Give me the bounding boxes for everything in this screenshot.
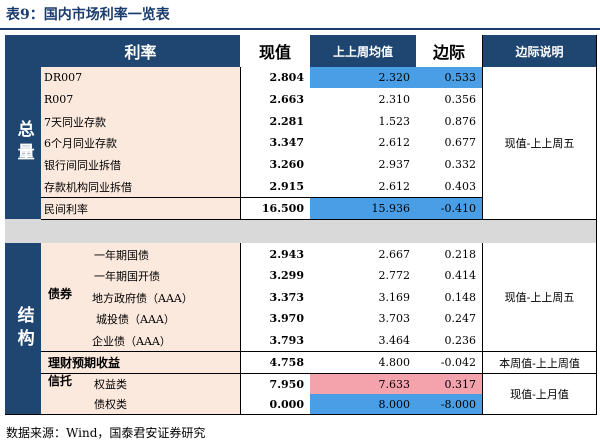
- trust_rows-margin: 0.317: [416, 374, 482, 394]
- total_rows-current: 2.804: [269, 71, 304, 84]
- total_rows-name: 银行间同业拆借: [44, 158, 121, 172]
- wealth-prev: 4.800: [378, 356, 411, 369]
- wealth-name: 理财预期收益: [48, 356, 121, 370]
- total_rows-name: DR007: [44, 71, 83, 84]
- bond_rows-name: 地方政府债（AAA）: [92, 291, 193, 305]
- total-note: 现值-上上周五: [504, 137, 575, 150]
- total_rows-prev: 2.937: [378, 158, 411, 171]
- trust_rows-prev: 8.000: [310, 394, 416, 414]
- header-rate: 利率: [41, 35, 240, 67]
- bond_rows-current: 3.299: [269, 269, 304, 282]
- total-name-bg: [41, 67, 240, 219]
- bond-note: 现值-上上周五: [504, 291, 575, 304]
- wealth-current: 4.758: [269, 356, 304, 369]
- bond_rows-prev: 3.169: [378, 291, 411, 304]
- header-prev-avg: 上上周均值: [310, 35, 416, 67]
- header-margin-note: 边际说明: [482, 35, 597, 67]
- trust_rows-name: 权益类: [94, 378, 127, 391]
- header-margin: 边际: [416, 35, 482, 67]
- title-rule: [0, 28, 600, 30]
- bond_rows-name: 企业债（AAA）: [92, 334, 171, 348]
- bond_rows-margin: 0.148: [444, 291, 477, 304]
- total_rows-margin: 0.533: [416, 67, 482, 88]
- wealth-margin: -0.042: [440, 356, 476, 369]
- trust_rows-margin: -8.000: [416, 394, 482, 414]
- total_rows-margin: -0.410: [416, 198, 482, 219]
- total_rows-current: 2.663: [269, 93, 304, 106]
- col-rule-1b: [240, 243, 241, 415]
- trust_rows-current: 0.000: [269, 397, 304, 411]
- rule-wealth-bottom: [41, 373, 597, 374]
- total_rows-current: 3.260: [269, 158, 304, 171]
- col-rule-right: [596, 35, 597, 415]
- total_rows-prev: 2.310: [378, 93, 411, 106]
- bond_rows-current: 3.970: [269, 312, 304, 325]
- bond_rows-current: 3.373: [269, 291, 304, 304]
- trust-note: 现值-上月值: [510, 388, 569, 401]
- rule-total-last: [41, 197, 482, 198]
- trust_rows-name: 债权类: [94, 398, 127, 411]
- bond_rows-current: 3.793: [269, 334, 304, 347]
- total_rows-current: 16.500: [261, 202, 304, 215]
- trust-label: 信托: [48, 373, 73, 388]
- bond_rows-margin: 0.236: [444, 334, 477, 347]
- total_rows-prev: 2.612: [378, 136, 411, 149]
- page-title: 表9：国内市场利率一览表: [6, 7, 170, 23]
- total_rows-margin: 0.356: [444, 93, 477, 106]
- bond_rows-prev: 2.772: [378, 269, 411, 282]
- bond_rows-margin: 0.247: [444, 312, 477, 325]
- total_rows-prev: 1.523: [378, 115, 411, 128]
- rule-table-bottom: [5, 414, 597, 415]
- bond_rows-current: 2.943: [269, 248, 304, 261]
- bond_rows-name: 一年期国开债: [94, 269, 160, 283]
- total_rows-name: 6个月同业存款: [44, 136, 117, 150]
- rate-table: 利率 现值 上上周均值 边际 边际说明 总量 DR007 2.804 2.320…: [5, 35, 597, 415]
- header-corner: [5, 35, 41, 67]
- bond_rows-prev: 2.667: [378, 248, 411, 261]
- total_rows-margin: 0.876: [444, 115, 477, 128]
- bond-label: 债券: [48, 286, 73, 301]
- source-note: 数据来源：Wind，国泰君安证券研究: [6, 426, 206, 440]
- bond_rows-name: 一年期国债: [94, 248, 149, 262]
- group-label-total-text: 总量: [13, 120, 34, 166]
- section-separator: [5, 219, 597, 243]
- rule-total-bottom: [41, 219, 597, 220]
- bond_rows-margin: 0.414: [444, 269, 477, 282]
- col-rule-2a: [482, 35, 483, 219]
- bond_rows-prev: 3.464: [378, 334, 411, 347]
- bond_rows-name: 城投债（AAA）: [96, 312, 175, 326]
- total_rows-current: 3.347: [269, 136, 304, 149]
- col-rule-1a: [240, 67, 241, 219]
- total_rows-name: 存款机构同业拆借: [44, 180, 132, 194]
- group-label-structure-text: 结构: [13, 306, 34, 352]
- rule-bond-bottom: [41, 351, 597, 352]
- total_rows-margin: 0.332: [444, 158, 477, 171]
- trust_rows-current: 7.950: [269, 377, 304, 391]
- wealth-note: 本周值-上上周值: [499, 356, 580, 370]
- total_rows-margin: 0.677: [444, 136, 477, 149]
- total_rows-margin: 0.403: [444, 180, 477, 193]
- total_rows-name: 民间利率: [44, 202, 88, 216]
- total_rows-prev: 2.612: [378, 180, 411, 193]
- total_rows-name: 7天同业存款: [44, 115, 106, 129]
- total_rows-current: 2.281: [269, 115, 304, 128]
- structure-name-bg: [41, 243, 240, 415]
- total_rows-prev: 15.936: [310, 198, 416, 219]
- col-rule-2b: [482, 243, 483, 415]
- total_rows-prev: 2.320: [310, 67, 416, 88]
- bond_rows-prev: 3.703: [378, 312, 411, 325]
- trust_rows-prev: 7.633: [310, 374, 416, 394]
- total_rows-name: R007: [44, 93, 74, 106]
- total_rows-current: 2.915: [269, 180, 304, 193]
- group-label-structure: 结构: [5, 243, 41, 415]
- header-current: 现值: [240, 35, 310, 67]
- group-label-total: 总量: [5, 67, 41, 219]
- bond_rows-margin: 0.218: [444, 248, 477, 261]
